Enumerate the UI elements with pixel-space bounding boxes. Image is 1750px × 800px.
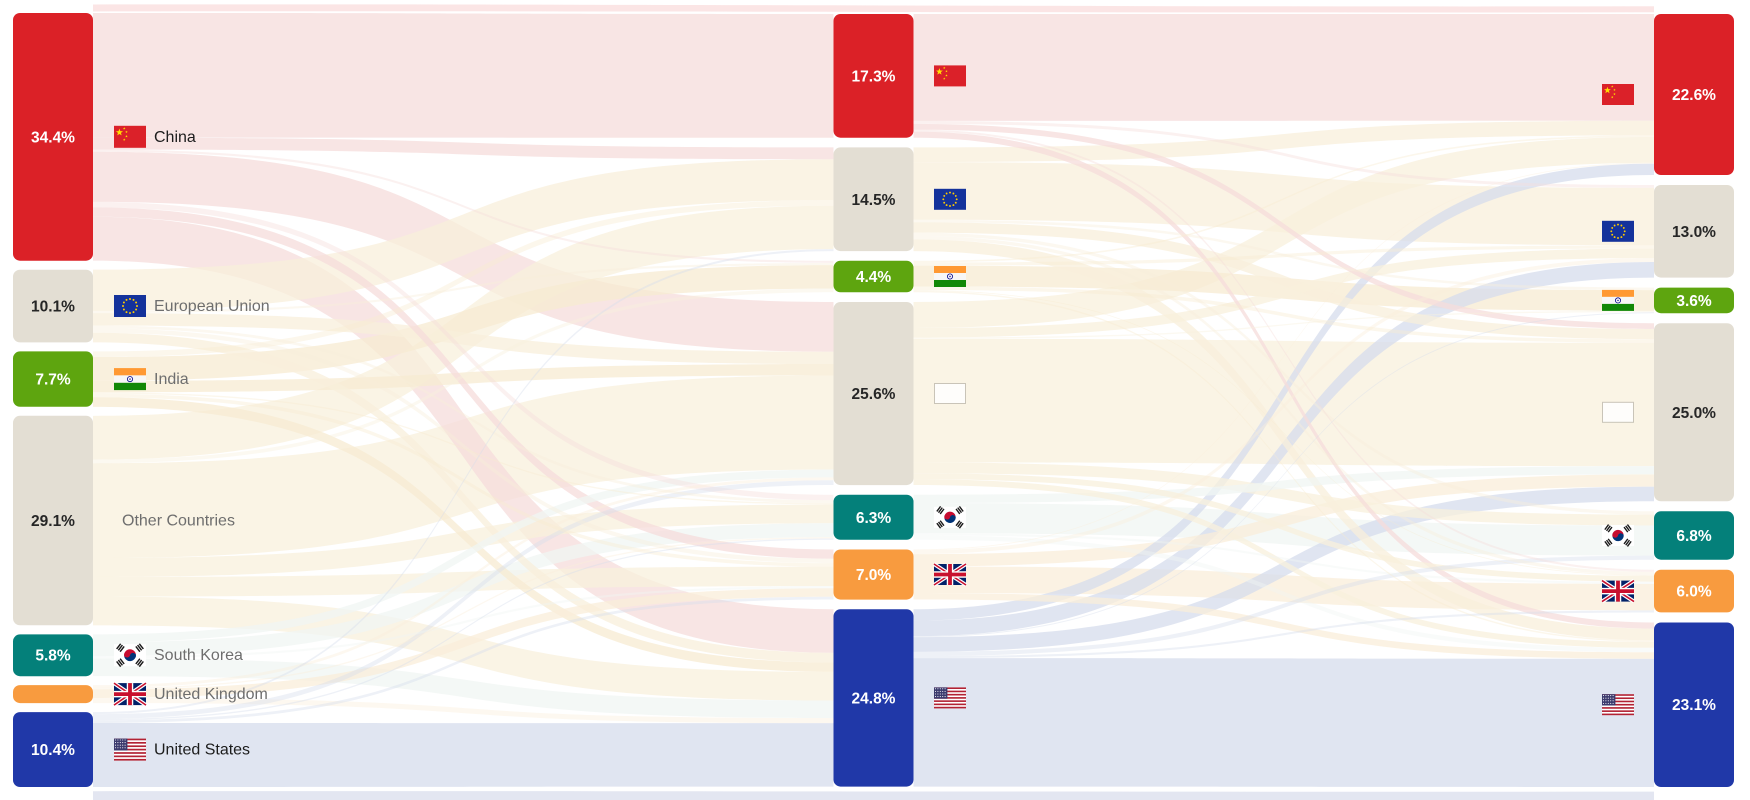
svg-text:25.6%: 25.6% bbox=[852, 386, 896, 403]
svg-text:17.3%: 17.3% bbox=[852, 68, 896, 85]
svg-text:India: India bbox=[154, 371, 189, 388]
svg-text:South Korea: South Korea bbox=[154, 647, 243, 664]
svg-text:3.6%: 3.6% bbox=[1676, 293, 1712, 310]
svg-text:25.0%: 25.0% bbox=[1672, 405, 1716, 422]
svg-text:34.4%: 34.4% bbox=[31, 129, 75, 146]
svg-text:7.7%: 7.7% bbox=[35, 372, 71, 389]
svg-text:6.0%: 6.0% bbox=[1676, 584, 1712, 601]
svg-text:Other Countries: Other Countries bbox=[122, 513, 235, 530]
svg-text:5.8%: 5.8% bbox=[35, 648, 71, 665]
svg-text:European Union: European Union bbox=[154, 298, 270, 315]
svg-text:24.8%: 24.8% bbox=[852, 690, 896, 707]
svg-text:United States: United States bbox=[154, 742, 250, 759]
svg-text:United Kingdom: United Kingdom bbox=[154, 686, 268, 703]
svg-text:6.8%: 6.8% bbox=[1676, 528, 1712, 545]
svg-text:China: China bbox=[154, 129, 196, 146]
svg-text:14.5%: 14.5% bbox=[852, 192, 896, 209]
svg-text:4.4%: 4.4% bbox=[856, 269, 892, 286]
svg-text:10.1%: 10.1% bbox=[31, 299, 75, 316]
svg-text:29.1%: 29.1% bbox=[31, 513, 75, 530]
svg-text:6.3%: 6.3% bbox=[856, 510, 892, 527]
svg-text:22.6%: 22.6% bbox=[1672, 87, 1716, 104]
svg-text:13.0%: 13.0% bbox=[1672, 224, 1716, 241]
svg-text:23.1%: 23.1% bbox=[1672, 697, 1716, 714]
svg-text:10.4%: 10.4% bbox=[31, 742, 75, 759]
svg-text:7.0%: 7.0% bbox=[856, 567, 892, 584]
